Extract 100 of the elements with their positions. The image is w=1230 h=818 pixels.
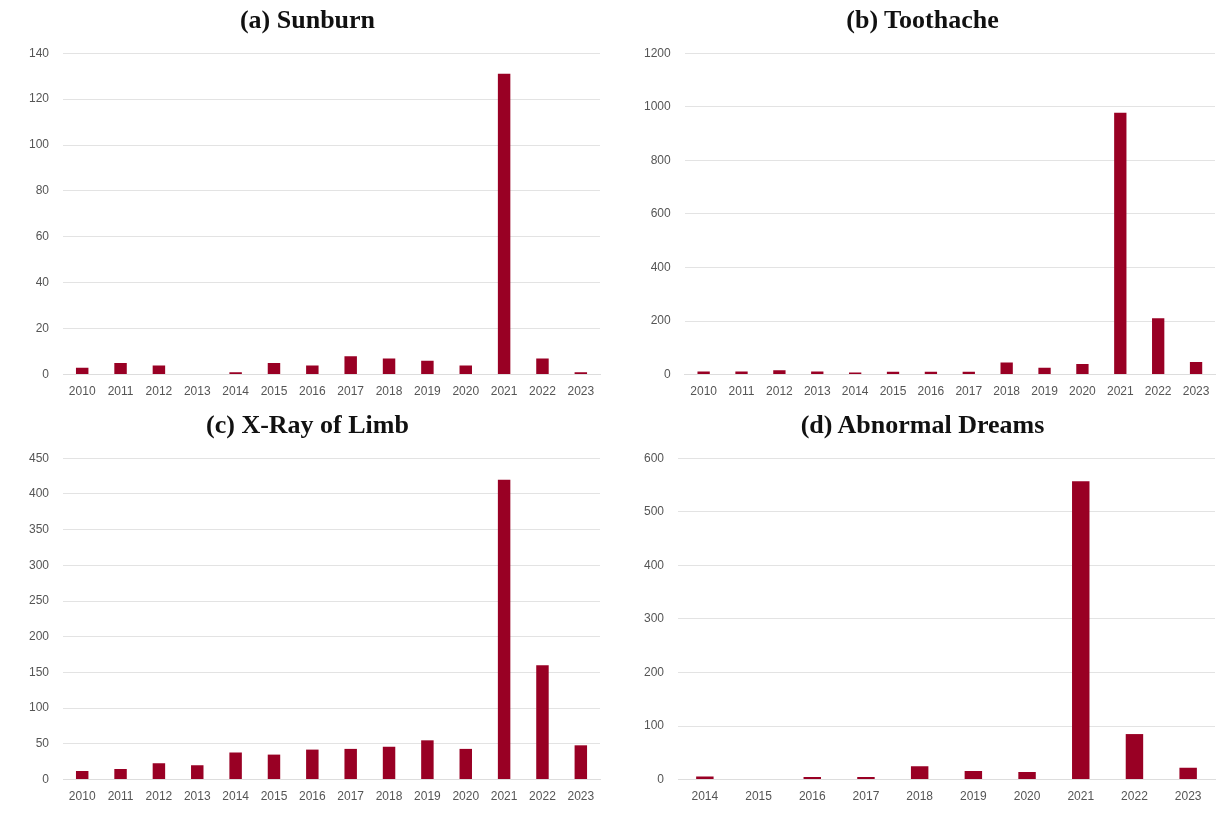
x-tick-label: 2013 (183, 384, 211, 399)
bar (735, 371, 748, 375)
bar (152, 365, 166, 375)
bar (114, 768, 127, 780)
x-tick-label: 2018 (906, 789, 934, 804)
y-tick-label: 100 (643, 718, 665, 733)
bar (459, 365, 472, 375)
bar (910, 766, 929, 780)
y-tick-label: 0 (657, 771, 665, 786)
y-tick-label: 300 (28, 557, 50, 572)
chart-title: (a) Sunburn (239, 5, 376, 35)
chart-title: (c) X-Ray of Limb (206, 410, 409, 440)
bar (497, 479, 511, 780)
x-tick-label: 2016 (298, 789, 326, 804)
bar (1076, 363, 1089, 375)
x-tick-label: 2015 (260, 384, 288, 399)
x-tick-label: 2023 (567, 789, 595, 804)
x-tick-label: 2017 (337, 789, 365, 804)
bar (536, 665, 549, 780)
y-tick-label: 120 (28, 91, 50, 106)
x-tick-label: 2020 (452, 789, 480, 804)
bar (459, 748, 472, 780)
x-tick-label: 2019 (414, 384, 442, 399)
bar (306, 749, 319, 780)
bar (773, 370, 786, 375)
y-tick-label: 200 (28, 629, 50, 644)
bar (306, 365, 319, 375)
bar (382, 358, 396, 375)
y-tick-label: 100 (28, 137, 50, 152)
x-tick-label: 2017 (955, 384, 983, 399)
y-tick-label: 50 (35, 736, 50, 751)
bar (1125, 734, 1144, 780)
bar (811, 371, 824, 375)
x-tick-label: 2020 (1013, 789, 1041, 804)
bar (75, 367, 89, 375)
x-tick-label: 2023 (1174, 789, 1202, 804)
bar (1018, 772, 1036, 780)
bar (1000, 362, 1013, 375)
x-tick-label: 2015 (745, 789, 773, 804)
y-tick-label: 40 (35, 275, 50, 290)
y-tick-label: 1000 (643, 99, 672, 114)
y-tick-label: 200 (650, 313, 672, 328)
x-tick-label: 2017 (852, 789, 880, 804)
bar (114, 363, 127, 375)
bar (75, 771, 89, 780)
y-tick-label: 300 (643, 611, 665, 626)
x-tick-label: 2014 (222, 789, 250, 804)
y-tick-label: 400 (650, 259, 672, 274)
x-tick-label: 2020 (1069, 384, 1097, 399)
x-tick-label: 2021 (490, 789, 518, 804)
y-tick-label: 400 (28, 486, 50, 501)
bar (344, 748, 357, 780)
y-tick-label: 450 (28, 450, 50, 465)
x-tick-label: 2022 (1121, 789, 1149, 804)
y-tick-label: 60 (35, 229, 50, 244)
x-tick-label: 2018 (993, 384, 1021, 399)
y-tick-label: 800 (650, 152, 672, 167)
x-tick-label: 2010 (68, 384, 96, 399)
bar (1152, 318, 1165, 375)
y-tick-label: 250 (28, 593, 50, 608)
x-tick-label: 2022 (1144, 384, 1172, 399)
bar (1189, 362, 1203, 375)
bar (191, 765, 204, 780)
y-tick-label: 100 (28, 700, 50, 715)
x-tick-label: 2018 (375, 384, 403, 399)
bar (421, 360, 434, 375)
y-tick-label: 1200 (643, 45, 672, 60)
x-tick-label: 2014 (222, 384, 250, 399)
y-tick-label: 0 (42, 366, 50, 381)
y-tick-label: 140 (28, 45, 50, 60)
bar (1038, 367, 1051, 375)
bar (382, 746, 396, 780)
x-tick-label: 2019 (1031, 384, 1059, 399)
x-tick-label: 2022 (529, 789, 557, 804)
y-tick-label: 80 (35, 183, 50, 198)
x-tick-label: 2020 (452, 384, 480, 399)
bar (267, 754, 281, 780)
bar (857, 776, 875, 780)
bar (1114, 112, 1127, 375)
bar (497, 73, 511, 375)
x-tick-label: 2013 (183, 789, 211, 804)
bar (229, 752, 242, 780)
x-tick-label: 2016 (798, 789, 826, 804)
x-tick-label: 2014 (841, 384, 869, 399)
y-tick-label: 200 (643, 664, 665, 679)
chart-title: (d) Abnormal Dreams (800, 410, 1045, 440)
y-tick-label: 0 (42, 771, 50, 786)
x-tick-label: 2016 (298, 384, 326, 399)
bar (964, 771, 983, 780)
x-tick-label: 2019 (960, 789, 988, 804)
x-tick-label: 2012 (145, 789, 173, 804)
bar (696, 776, 714, 780)
bar (697, 371, 710, 375)
y-tick-label: 400 (643, 557, 665, 572)
y-tick-label: 600 (650, 206, 672, 221)
x-tick-label: 2018 (375, 789, 403, 804)
bar (344, 356, 357, 375)
x-tick-label: 2022 (529, 384, 557, 399)
y-tick-label: 600 (643, 450, 665, 465)
x-tick-label: 2021 (1067, 789, 1095, 804)
